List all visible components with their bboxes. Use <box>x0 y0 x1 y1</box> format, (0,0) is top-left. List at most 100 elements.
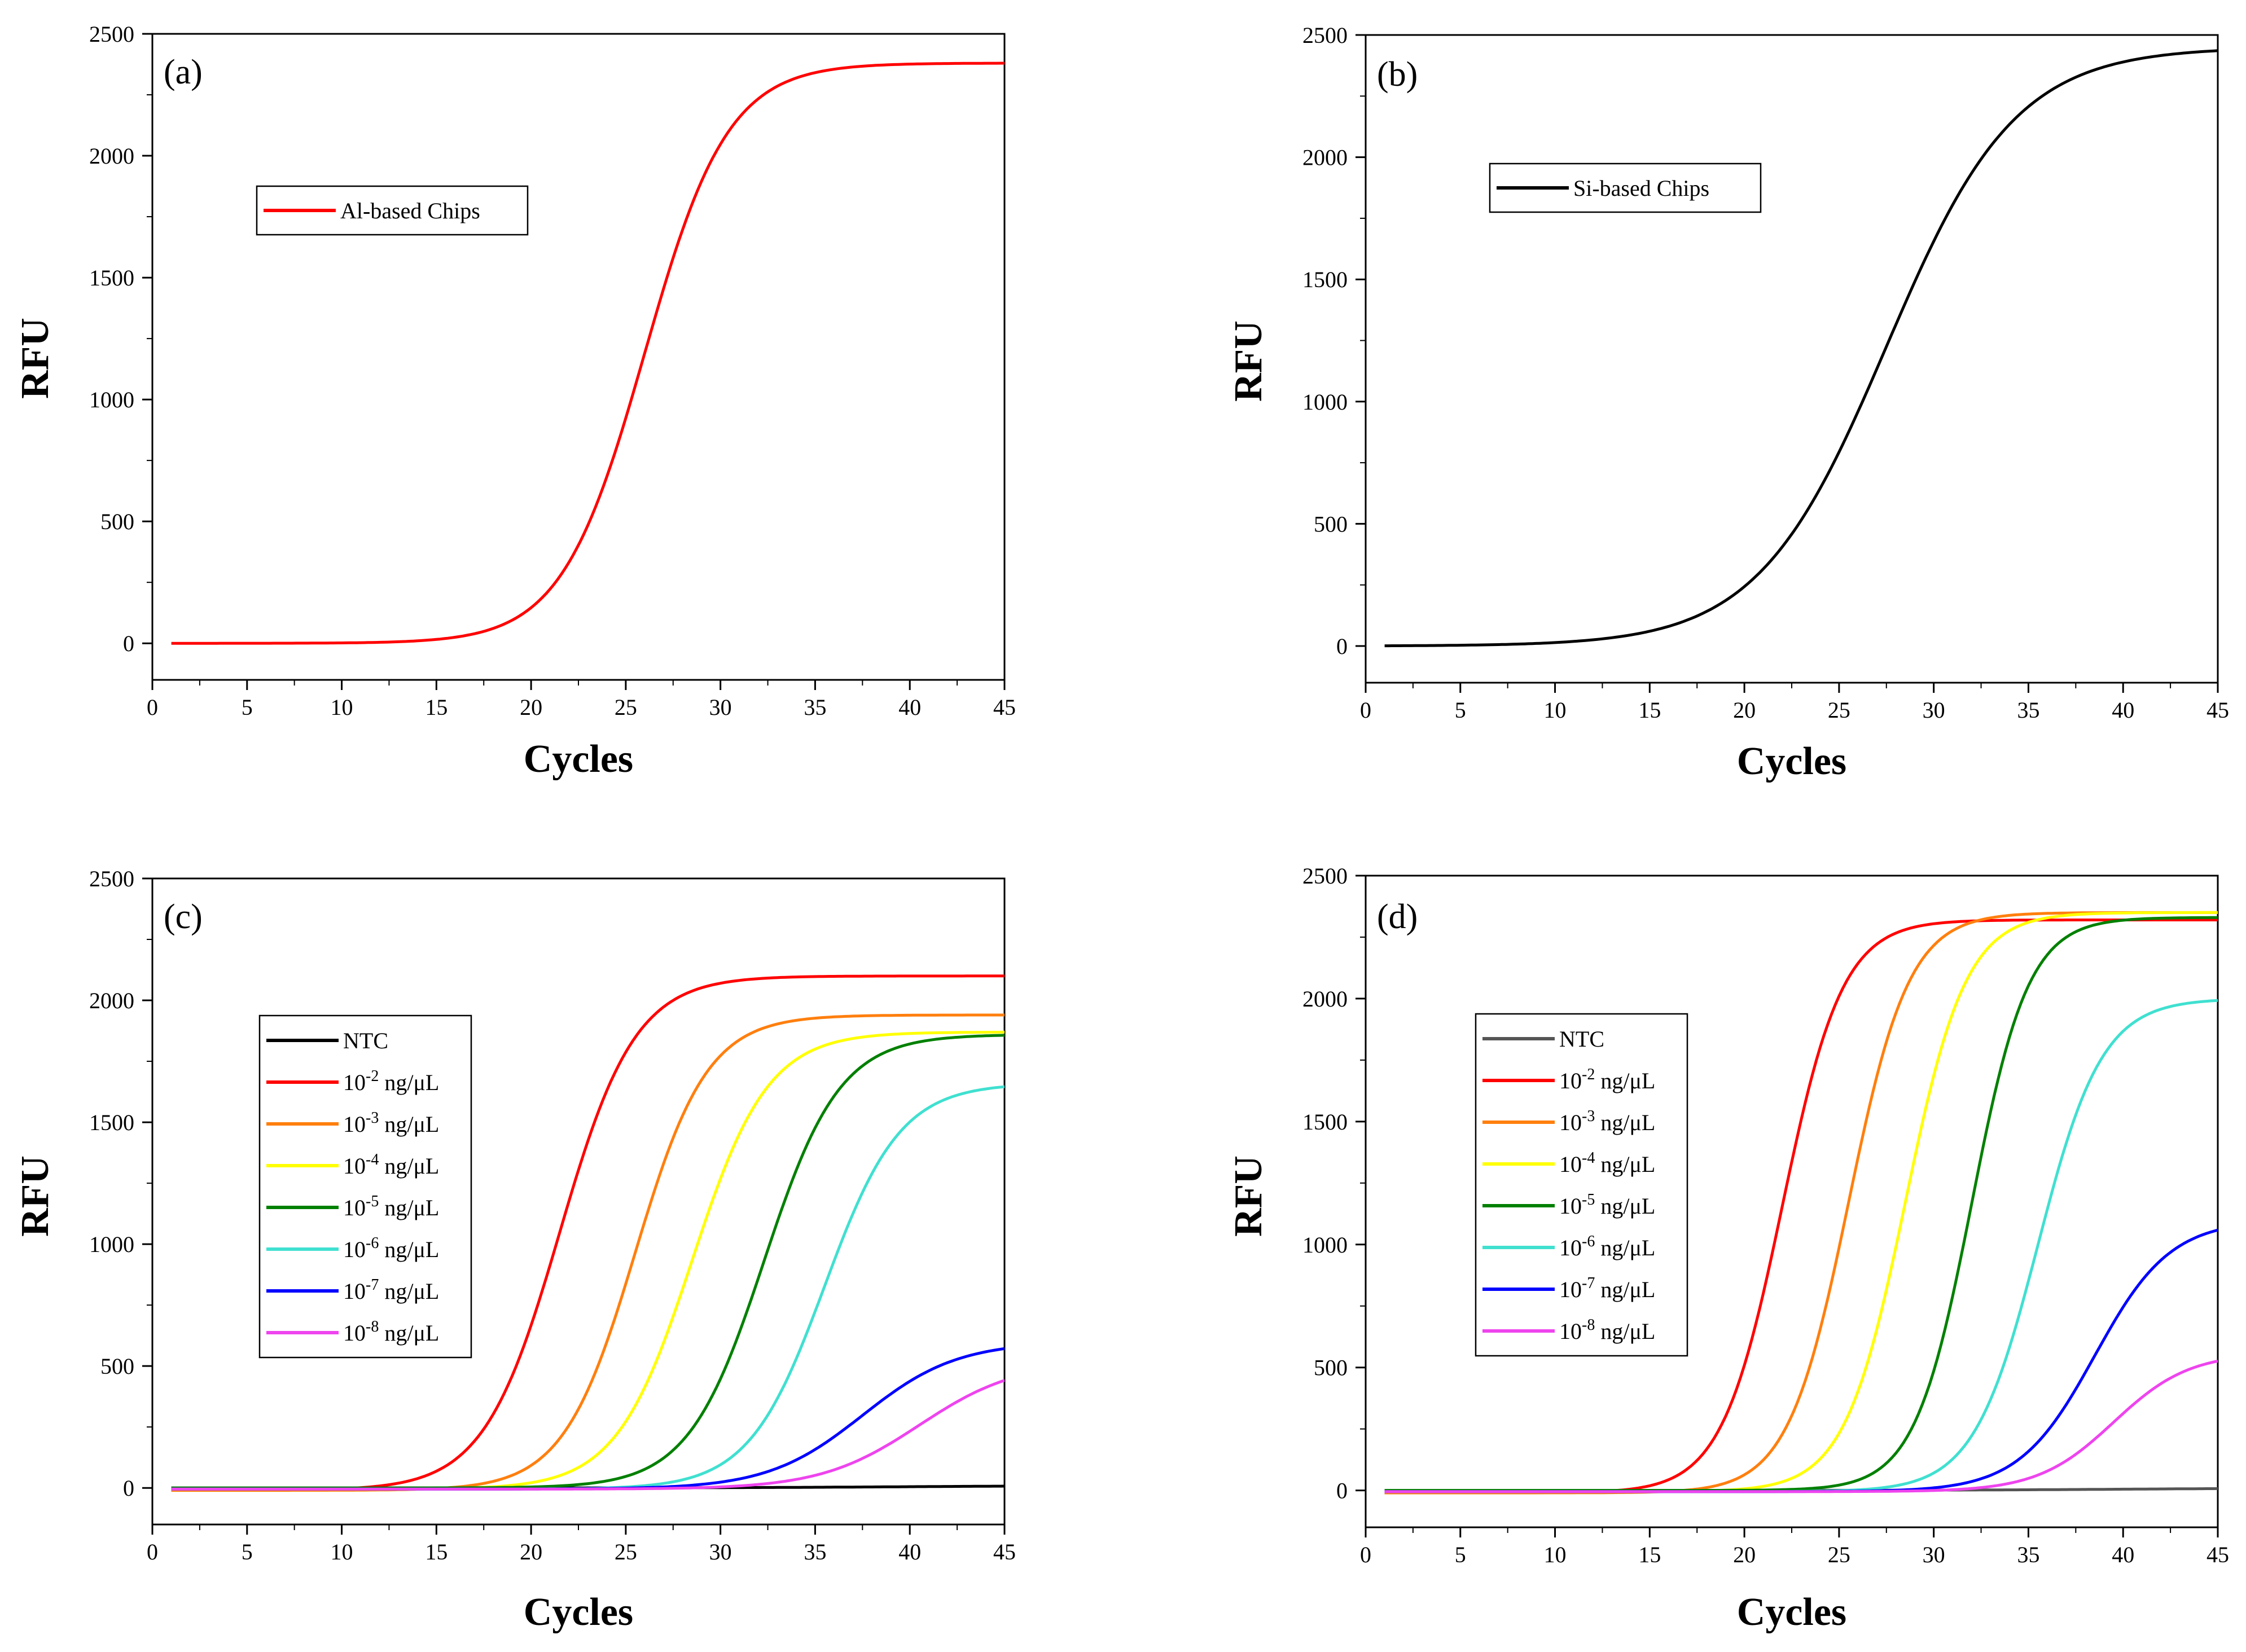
x-tick-label: 25 <box>615 1539 637 1565</box>
x-tick-label: 35 <box>2017 1542 2039 1567</box>
x-tick-label: 10 <box>1544 697 1567 723</box>
y-tick-label: 1000 <box>1302 1232 1348 1258</box>
x-tick-label: 15 <box>425 1539 448 1565</box>
x-tick-label: 40 <box>898 695 921 720</box>
legend-b: Si-based Chips <box>1489 162 1762 213</box>
y-tick-label: 0 <box>123 631 134 656</box>
x-tick-label: 10 <box>331 1539 353 1565</box>
y-axis-title-c: RFU <box>14 1155 57 1237</box>
x-axis-title-d: Cycles <box>1737 1591 1846 1634</box>
x-axis-title-a: Cycles <box>524 737 633 781</box>
legend-label: NTC <box>1559 1026 1604 1052</box>
x-tick-label: 5 <box>242 1539 253 1565</box>
y-tick-label: 500 <box>1314 1355 1348 1381</box>
y-tick-label: 2000 <box>89 143 134 169</box>
legend-label: 10-4 ng/μL <box>343 1151 439 1179</box>
x-tick-label: 0 <box>147 1539 158 1565</box>
legend-label: 10-6 ng/μL <box>1559 1233 1655 1260</box>
y-tick-label: 500 <box>100 1354 134 1379</box>
panel-label-b: (b) <box>1377 55 1418 94</box>
y-tick-label: 2000 <box>1302 145 1348 170</box>
x-tick-label: 15 <box>1638 697 1661 723</box>
x-tick-label: 10 <box>331 695 353 720</box>
x-tick-label: 20 <box>520 1539 542 1565</box>
x-tick-label: 40 <box>2112 697 2134 723</box>
y-tick-label: 0 <box>1336 634 1348 659</box>
x-tick-label: 0 <box>1360 697 1371 723</box>
x-tick-label: 10 <box>1544 1542 1567 1567</box>
x-tick-label: 35 <box>804 1539 826 1565</box>
legend-label: 10-8 ng/μL <box>343 1318 439 1346</box>
series-line-c-7 <box>171 1379 1004 1491</box>
panel-label-c: (c) <box>164 898 203 936</box>
x-tick-label: 25 <box>615 695 637 720</box>
legend-label: 10-5 ng/μL <box>1559 1191 1655 1219</box>
x-tick-label: 30 <box>1923 697 1945 723</box>
y-axis-title-b: RFU <box>1227 320 1270 402</box>
x-tick-label: 30 <box>709 1539 732 1565</box>
series-group-c <box>171 974 1004 1492</box>
y-tick-label: 2000 <box>89 988 134 1013</box>
x-tick-label: 20 <box>520 695 542 720</box>
legend-label: 10-7 ng/μL <box>343 1276 439 1304</box>
x-tick-label: 25 <box>1828 1542 1850 1567</box>
legend-label: 10-5 ng/μL <box>343 1193 439 1220</box>
legend-label: 10-8 ng/μL <box>1559 1316 1655 1344</box>
x-tick-label: 30 <box>709 695 732 720</box>
legend-box <box>1475 1013 1688 1357</box>
y-tick-label: 1500 <box>1302 267 1348 292</box>
series-group-b <box>1384 49 2218 648</box>
x-tick-label: 35 <box>804 695 826 720</box>
y-tick-label: 0 <box>1336 1478 1348 1504</box>
x-tick-label: 15 <box>1638 1542 1661 1567</box>
x-tick-label: 30 <box>1923 1542 1945 1567</box>
legend-label: 10-3 ng/μL <box>343 1109 439 1137</box>
legend-label: 10-3 ng/μL <box>1559 1108 1655 1135</box>
y-tick-label: 2000 <box>1302 986 1348 1012</box>
series-group-a <box>171 61 1004 645</box>
series-line-a-0 <box>171 61 1004 645</box>
y-tick-label: 1500 <box>89 1110 134 1135</box>
legend-label: Al-based Chips <box>340 198 480 223</box>
legend-d: NTC 10-2 ng/μL 10-3 ng/μL 10-4 ng/μL 10-5 ng… <box>1475 1013 1688 1357</box>
x-tick-label: 20 <box>1733 697 1756 723</box>
chart-panel-d: (d) Cycles RFU 0 5 10 15 20 25 30 35 40 45 0 500 100… <box>1227 863 2229 1634</box>
y-tick-label: 500 <box>100 509 134 534</box>
panel-label-d: (d) <box>1377 898 1418 936</box>
y-tick-label: 2500 <box>89 866 134 891</box>
y-axis-title-a: RFU <box>14 318 57 399</box>
y-tick-label: 2500 <box>89 21 134 47</box>
y-tick-label: 1500 <box>89 265 134 291</box>
legend-a: Al-based Chips <box>256 185 529 236</box>
chart-panel-c: (c) Cycles RFU 0 5 10 15 20 25 30 35 40 45 0 500 100… <box>14 866 1016 1634</box>
legend-label: Si-based Chips <box>1573 175 1709 201</box>
series-group-d <box>1384 911 2218 1495</box>
x-tick-label: 15 <box>425 695 448 720</box>
legend-label: 10-2 ng/μL <box>343 1067 439 1095</box>
y-tick-label: 1000 <box>89 387 134 412</box>
x-tick-label: 45 <box>993 1539 1016 1565</box>
series-line-b-0 <box>1384 49 2218 648</box>
x-tick-label: 45 <box>2206 697 2229 723</box>
legend-label: NTC <box>343 1028 388 1053</box>
y-tick-label: 500 <box>1314 511 1348 537</box>
x-tick-label: 0 <box>1360 1542 1371 1567</box>
x-tick-label: 35 <box>2017 697 2039 723</box>
x-tick-label: 45 <box>2206 1542 2229 1567</box>
y-tick-label: 2500 <box>1302 23 1348 48</box>
y-tick-label: 0 <box>123 1475 134 1501</box>
x-tick-label: 5 <box>1455 697 1466 723</box>
legend-c: NTC 10-2 ng/μL 10-3 ng/μL 10-4 ng/μL 10-5 ng… <box>258 1014 472 1359</box>
legend-label: 10-6 ng/μL <box>343 1234 439 1262</box>
legend-label: 10-2 ng/μL <box>1559 1066 1655 1093</box>
y-tick-label: 2500 <box>1302 863 1348 889</box>
x-tick-label: 40 <box>2112 1542 2134 1567</box>
x-tick-label: 45 <box>993 695 1016 720</box>
chart-panel-b: (b) Cycles RFU 0 5 10 15 20 25 30 35 40 45 0 500 100… <box>1227 23 2229 783</box>
legend-label: 10-4 ng/μL <box>1559 1149 1655 1177</box>
panel-label-a: (a) <box>164 53 203 91</box>
x-tick-label: 0 <box>147 695 158 720</box>
y-axis-title-d: RFU <box>1227 1155 1270 1237</box>
